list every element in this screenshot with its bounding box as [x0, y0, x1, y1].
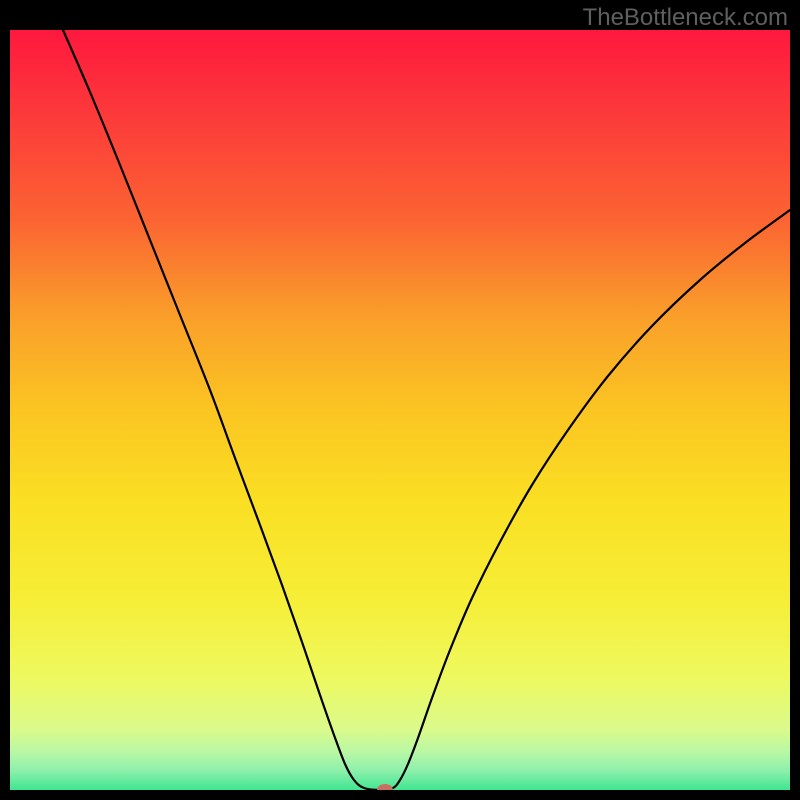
border-top [0, 0, 800, 30]
border-left [0, 0, 10, 800]
chart-svg [0, 0, 800, 800]
plot-background [10, 30, 790, 790]
chart-stage: TheBottleneck.com [0, 0, 800, 800]
border-right [790, 0, 800, 800]
border-bottom [0, 790, 800, 800]
